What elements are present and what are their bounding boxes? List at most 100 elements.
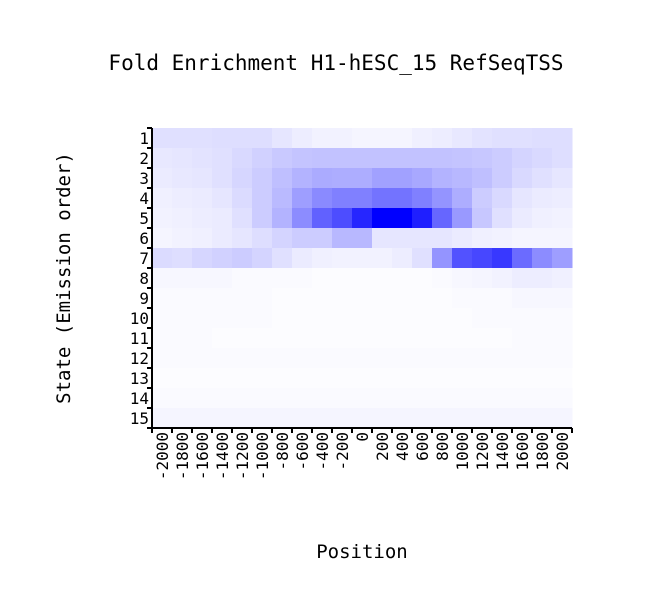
heatmap-cell — [292, 268, 313, 289]
heatmap-cell — [352, 168, 373, 189]
heatmap-cell — [172, 388, 193, 409]
heatmap-cell — [552, 288, 573, 309]
x-tick-label: -800 — [273, 432, 292, 471]
heatmap-cell — [472, 388, 493, 409]
heatmap-cell — [292, 288, 313, 309]
heatmap-cell — [412, 388, 433, 409]
heatmap-cell — [372, 188, 393, 209]
heatmap-cell — [532, 188, 553, 209]
x-tick-label: 400 — [393, 432, 412, 461]
heatmap-cell — [252, 288, 273, 309]
heatmap-cell — [412, 288, 433, 309]
heatmap-cell — [232, 148, 253, 169]
heatmap-cell — [452, 248, 473, 269]
heatmap-cell — [232, 168, 253, 189]
heatmap-cell — [472, 348, 493, 369]
heatmap-cell — [472, 308, 493, 329]
heatmap-cell — [452, 168, 473, 189]
heatmap-cell — [292, 128, 313, 149]
heatmap-cell — [312, 328, 333, 349]
heatmap-cell — [412, 148, 433, 169]
heatmap-cell — [472, 208, 493, 229]
x-tick-label: -1200 — [233, 432, 252, 480]
heatmap-cell — [192, 268, 213, 289]
heatmap-cell — [312, 228, 333, 249]
heatmap-cell — [492, 188, 513, 209]
heatmap-cell — [352, 268, 373, 289]
heatmap-cell — [192, 408, 213, 429]
y-tick-label: 13 — [130, 369, 149, 388]
heatmap-cell — [152, 248, 173, 269]
heatmap-cell — [432, 368, 453, 389]
y-tick-label: 10 — [130, 309, 149, 328]
heatmap-cell — [432, 248, 453, 269]
heatmap-cell — [532, 408, 553, 429]
heatmap-cell — [152, 188, 173, 209]
heatmap-cell — [232, 328, 253, 349]
y-tick-label: 4 — [139, 189, 149, 208]
y-tick-label: 12 — [130, 349, 149, 368]
heatmap-cell — [492, 388, 513, 409]
heatmap-cell — [172, 328, 193, 349]
heatmap-cell — [192, 208, 213, 229]
heatmap-cell — [392, 348, 413, 369]
heatmap-cell — [432, 348, 453, 369]
x-tick-label: -1000 — [253, 432, 272, 480]
x-tick-label: 1600 — [513, 432, 532, 471]
heatmap-cell — [152, 208, 173, 229]
heatmap-cell — [552, 348, 573, 369]
x-tick-label: 0 — [353, 432, 372, 442]
heatmap-cell — [372, 388, 393, 409]
heatmap-cell — [372, 128, 393, 149]
heatmap-cell — [532, 268, 553, 289]
heatmap-cell — [532, 228, 553, 249]
heatmap-cell — [472, 268, 493, 289]
heatmap-cell — [272, 128, 293, 149]
heatmap-cell — [312, 268, 333, 289]
heatmap-cell — [492, 128, 513, 149]
heatmap-cell — [192, 228, 213, 249]
heatmap-cell — [292, 348, 313, 369]
heatmap-cell — [212, 208, 233, 229]
heatmap-cell — [292, 208, 313, 229]
heatmap-cell — [252, 388, 273, 409]
heatmap-cell — [472, 288, 493, 309]
y-tick-label: 14 — [130, 389, 149, 408]
heatmap-cell — [452, 368, 473, 389]
heatmap-cell — [272, 288, 293, 309]
heatmap-cell — [232, 128, 253, 149]
heatmap-cell — [352, 148, 373, 169]
heatmap-cell — [532, 348, 553, 369]
heatmap-cell — [272, 268, 293, 289]
heatmap-cell — [532, 328, 553, 349]
heatmap-cell — [332, 268, 353, 289]
heatmap-cell — [252, 128, 273, 149]
heatmap-cell — [272, 388, 293, 409]
heatmap-cell — [312, 208, 333, 229]
heatmap-cell — [252, 228, 273, 249]
heatmap-cell — [312, 368, 333, 389]
x-tick-label: 1000 — [453, 432, 472, 471]
heatmap-cell — [272, 248, 293, 269]
heatmap-cell — [512, 248, 533, 269]
heatmap-cell — [152, 288, 173, 309]
heatmap-cell — [212, 368, 233, 389]
heatmap-cell — [452, 228, 473, 249]
heatmap-cell — [452, 128, 473, 149]
heatmap-cell — [392, 308, 413, 329]
heatmap-cell — [312, 188, 333, 209]
heatmap-cell — [232, 208, 253, 229]
heatmap-cell — [312, 148, 333, 169]
heatmap-cell — [192, 188, 213, 209]
heatmap-cell — [332, 208, 353, 229]
heatmap-cell — [412, 208, 433, 229]
heatmap-cell — [412, 168, 433, 189]
y-tick-label: 8 — [139, 269, 149, 288]
heatmap-cell — [352, 368, 373, 389]
heatmap-cell — [252, 208, 273, 229]
heatmap-cell — [192, 168, 213, 189]
heatmap-cell — [172, 268, 193, 289]
heatmap-cell — [372, 288, 393, 309]
heatmap-cell — [392, 288, 413, 309]
